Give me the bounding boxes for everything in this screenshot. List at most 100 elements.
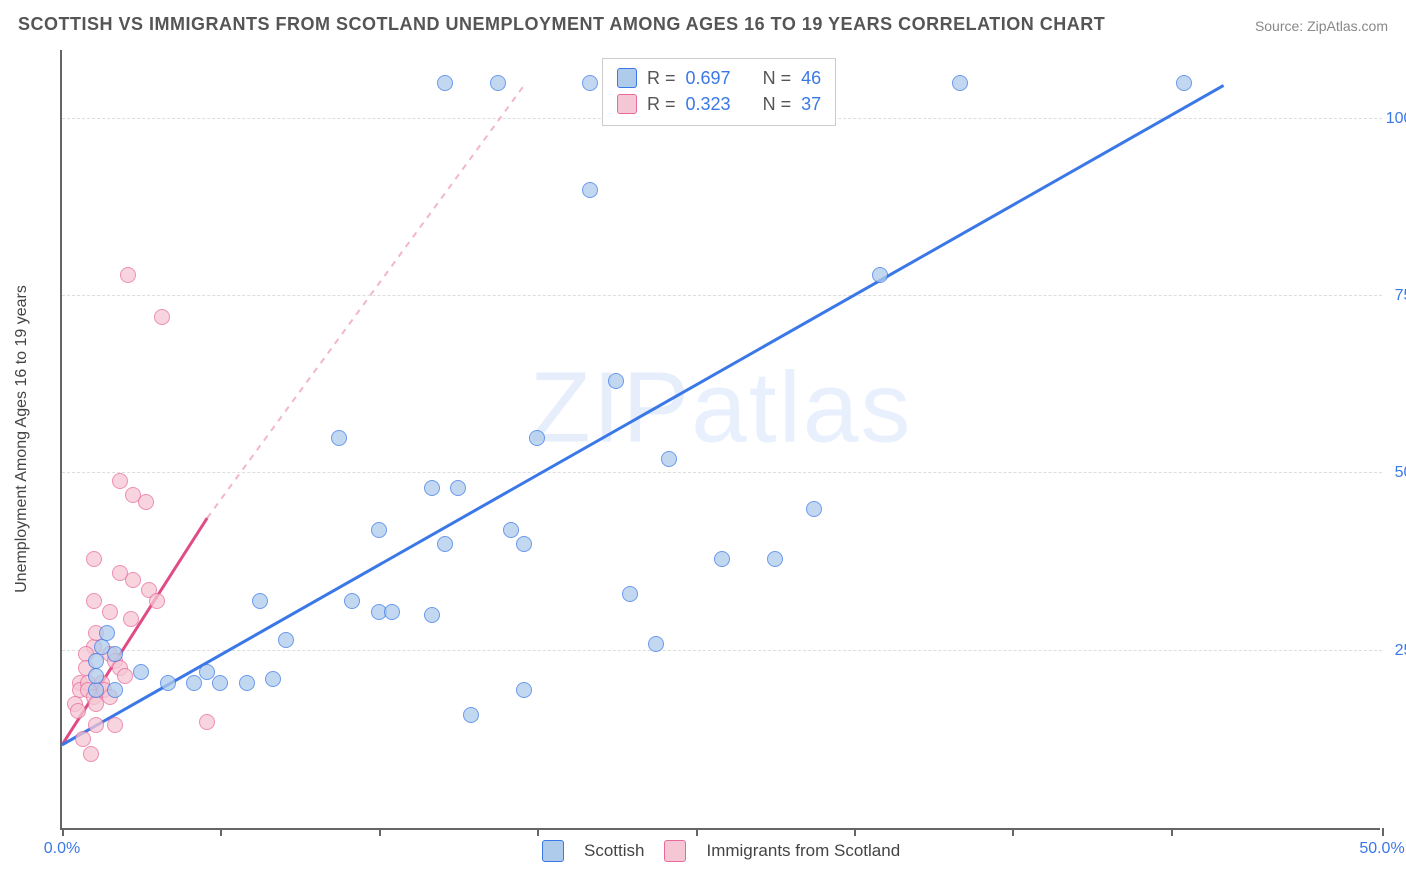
x-tick [62, 828, 64, 836]
scatter-point [463, 707, 479, 723]
watermark: ZIPatlas [530, 350, 913, 465]
scatter-point [265, 671, 281, 687]
y-tick-label: 75.0% [1385, 287, 1406, 305]
scatter-point [94, 639, 110, 655]
scatter-point [714, 551, 730, 567]
scatter-point [582, 182, 598, 198]
stat-swatch [617, 68, 637, 88]
chart-area: Unemployment Among Ages 16 to 19 years 2… [60, 50, 1380, 830]
y-tick-label: 100.0% [1385, 110, 1406, 128]
scatter-point [88, 668, 104, 684]
scatter-point [767, 551, 783, 567]
scatter-point [424, 607, 440, 623]
scatter-point [70, 703, 86, 719]
scatter-point [107, 717, 123, 733]
stat-r-label: R = [647, 91, 676, 117]
trend-lines [62, 50, 1382, 830]
scatter-point [384, 604, 400, 620]
source-label: Source: ZipAtlas.com [1255, 18, 1388, 34]
legend-swatch [664, 840, 686, 862]
grid-line [62, 650, 1382, 651]
x-tick [696, 828, 698, 836]
scatter-point [138, 494, 154, 510]
x-tick [537, 828, 539, 836]
scatter-point [99, 625, 115, 641]
scatter-point [1176, 75, 1192, 91]
scatter-point [331, 430, 347, 446]
stat-n-value: 37 [801, 91, 821, 117]
scatter-point [437, 75, 453, 91]
scatter-point [133, 664, 149, 680]
legend: Scottish Immigrants from Scotland [542, 840, 900, 862]
scatter-point [952, 75, 968, 91]
x-tick [1382, 828, 1384, 836]
scatter-point [149, 593, 165, 609]
plot-area: Unemployment Among Ages 16 to 19 years 2… [60, 50, 1380, 830]
scatter-point [344, 593, 360, 609]
scatter-point [516, 682, 532, 698]
x-tick [854, 828, 856, 836]
scatter-point [102, 604, 118, 620]
stat-r-label: R = [647, 65, 676, 91]
x-tick-label-right: 50.0% [1359, 840, 1404, 858]
scatter-point [154, 309, 170, 325]
scatter-point [648, 636, 664, 652]
scatter-point [88, 682, 104, 698]
scatter-point [212, 675, 228, 691]
scatter-point [117, 668, 133, 684]
grid-line [62, 295, 1382, 296]
stat-n-value: 46 [801, 65, 821, 91]
scatter-point [239, 675, 255, 691]
scatter-point [661, 451, 677, 467]
scatter-point [424, 480, 440, 496]
stat-row: R = 0.697 N = 46 [617, 65, 821, 91]
scatter-point [125, 572, 141, 588]
scatter-point [806, 501, 822, 517]
scatter-point [252, 593, 268, 609]
scatter-point [490, 75, 506, 91]
y-tick-label: 25.0% [1385, 642, 1406, 660]
x-tick [1171, 828, 1173, 836]
stat-row: R = 0.323 N = 37 [617, 91, 821, 117]
stat-n-label: N = [763, 91, 792, 117]
y-tick-label: 50.0% [1385, 464, 1406, 482]
scatter-point [107, 682, 123, 698]
scatter-point [437, 536, 453, 552]
scatter-point [83, 746, 99, 762]
legend-label: Scottish [584, 841, 644, 861]
scatter-point [86, 551, 102, 567]
scatter-point [88, 717, 104, 733]
x-tick [1012, 828, 1014, 836]
stat-swatch [617, 94, 637, 114]
scatter-point [450, 480, 466, 496]
scatter-point [622, 586, 638, 602]
stat-r-value: 0.697 [686, 65, 731, 91]
scatter-point [371, 522, 387, 538]
scatter-point [123, 611, 139, 627]
x-tick [379, 828, 381, 836]
x-tick-label-left: 0.0% [44, 840, 80, 858]
chart-title: SCOTTISH VS IMMIGRANTS FROM SCOTLAND UNE… [18, 14, 1105, 35]
scatter-point [112, 473, 128, 489]
scatter-point [186, 675, 202, 691]
stat-r-value: 0.323 [686, 91, 731, 117]
scatter-point [160, 675, 176, 691]
scatter-point [872, 267, 888, 283]
scatter-point [86, 593, 102, 609]
scatter-point [529, 430, 545, 446]
legend-label: Immigrants from Scotland [706, 841, 900, 861]
scatter-point [582, 75, 598, 91]
scatter-point [278, 632, 294, 648]
stat-box: R = 0.697 N = 46 R = 0.323 N = 37 [602, 58, 836, 126]
x-tick [220, 828, 222, 836]
scatter-point [88, 653, 104, 669]
grid-line [62, 472, 1382, 473]
scatter-point [199, 714, 215, 730]
scatter-point [120, 267, 136, 283]
stat-n-label: N = [763, 65, 792, 91]
y-axis-label: Unemployment Among Ages 16 to 19 years [13, 285, 31, 593]
scatter-point [608, 373, 624, 389]
scatter-point [516, 536, 532, 552]
scatter-point [503, 522, 519, 538]
legend-swatch [542, 840, 564, 862]
